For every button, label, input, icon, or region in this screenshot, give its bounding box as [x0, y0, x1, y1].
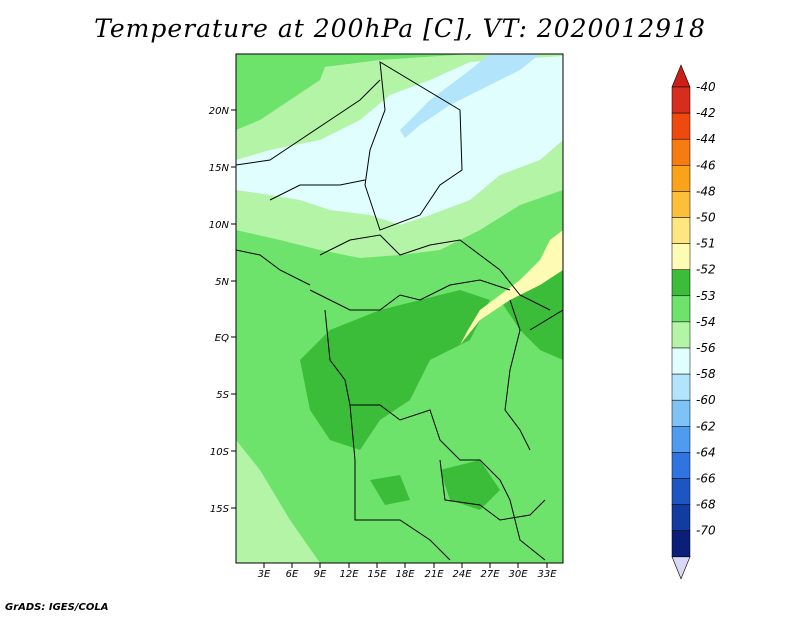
colorbar-swatch	[671, 426, 691, 453]
field-52-central	[300, 290, 490, 450]
lon-axis: 3E 6E 9E 12E 15E 18E 21E 24E 27E 30E 33E	[258, 563, 557, 580]
colorbar-label: -70	[696, 524, 716, 538]
lon-label: 21E	[424, 569, 444, 580]
lon-label: 33E	[537, 569, 557, 580]
colorbar-label: -54	[696, 315, 716, 329]
colorbar-swatch	[671, 112, 691, 140]
grads-credit: GrADS: IGES/COLA	[5, 602, 109, 613]
lon-label: 12E	[339, 569, 359, 580]
colorbar-swatch	[671, 165, 691, 192]
colorbar-label: -40	[696, 80, 716, 94]
colorbar-swatch	[671, 530, 691, 558]
lat-label: 5N	[215, 277, 229, 288]
field-52-south	[440, 460, 500, 510]
lat-label: 10N	[209, 220, 230, 231]
lon-label: 18E	[395, 569, 415, 580]
colorbar-swatch	[671, 243, 691, 270]
colorbar-label: -52	[696, 263, 716, 277]
lon-label: 27E	[480, 569, 500, 580]
colorbar-label: -60	[696, 393, 716, 407]
lat-label: 5S	[216, 390, 229, 401]
colorbar-swatch	[671, 217, 691, 244]
colorbar-label: -50	[696, 211, 716, 225]
colorbar-label: -56	[696, 341, 716, 355]
colorbar-top-arrow	[671, 64, 691, 88]
field-56-north	[236, 56, 563, 225]
colorbar-label: -66	[696, 472, 716, 486]
colorbar-swatch	[671, 321, 691, 349]
field-51-patch	[460, 230, 563, 345]
lat-label: 15S	[210, 504, 230, 515]
lon-label: 3E	[258, 569, 271, 580]
lon-label: 9E	[314, 569, 327, 580]
colorbar-label: -48	[696, 184, 716, 198]
lat-axis: 20N 15N 10N 5N EQ 5S 10S 15S	[209, 106, 236, 515]
colorbar-label: -44	[696, 132, 716, 146]
country-borders	[236, 61, 563, 561]
lat-label: EQ	[215, 333, 229, 344]
lat-label: 20N	[209, 106, 230, 117]
colorbar-label: -62	[696, 419, 716, 433]
lat-label: 15N	[209, 163, 230, 174]
colorbar-label: -51	[696, 237, 716, 251]
colorbar-swatch	[671, 138, 691, 166]
colorbar-swatch	[671, 347, 691, 375]
colorbar-swatch	[671, 399, 691, 427]
map-frame	[235, 53, 564, 564]
lat-label: 10S	[210, 447, 230, 458]
colorbar-swatch	[671, 504, 691, 531]
lon-label: 15E	[367, 569, 387, 580]
colorbar-swatch	[671, 478, 691, 505]
colorbar-label: -58	[696, 367, 716, 381]
colorbar-label: -53	[696, 289, 716, 303]
colorbar-swatch	[671, 373, 691, 401]
lon-label: 24E	[452, 569, 472, 580]
colorbar-swatch	[671, 452, 691, 479]
colorbar-swatch	[671, 269, 691, 297]
temperature-field	[236, 54, 563, 563]
field-58-streak	[400, 54, 540, 138]
field-52-south2	[370, 475, 410, 505]
colorbar-swatch	[671, 191, 691, 218]
colorbar-label: -42	[696, 106, 716, 120]
colorbar-swatch	[671, 295, 691, 323]
colorbar: -40 -42 -44 -46 -48 -50 -51 -52 -53 -54 -56 -58 -60 -…	[671, 64, 716, 580]
chart-title: Temperature at 200hPa [C], VT: 202001291…	[94, 14, 706, 43]
colorbar-label: -46	[696, 158, 716, 172]
field-53-nw	[236, 54, 330, 130]
field-54-sw	[236, 440, 320, 563]
colorbar-swatch	[671, 86, 691, 114]
colorbar-label: -68	[696, 498, 716, 512]
lon-label: 6E	[286, 569, 299, 580]
lon-label: 30E	[508, 569, 528, 580]
colorbar-bottom-arrow	[671, 556, 691, 580]
colorbar-label: -64	[696, 445, 716, 459]
